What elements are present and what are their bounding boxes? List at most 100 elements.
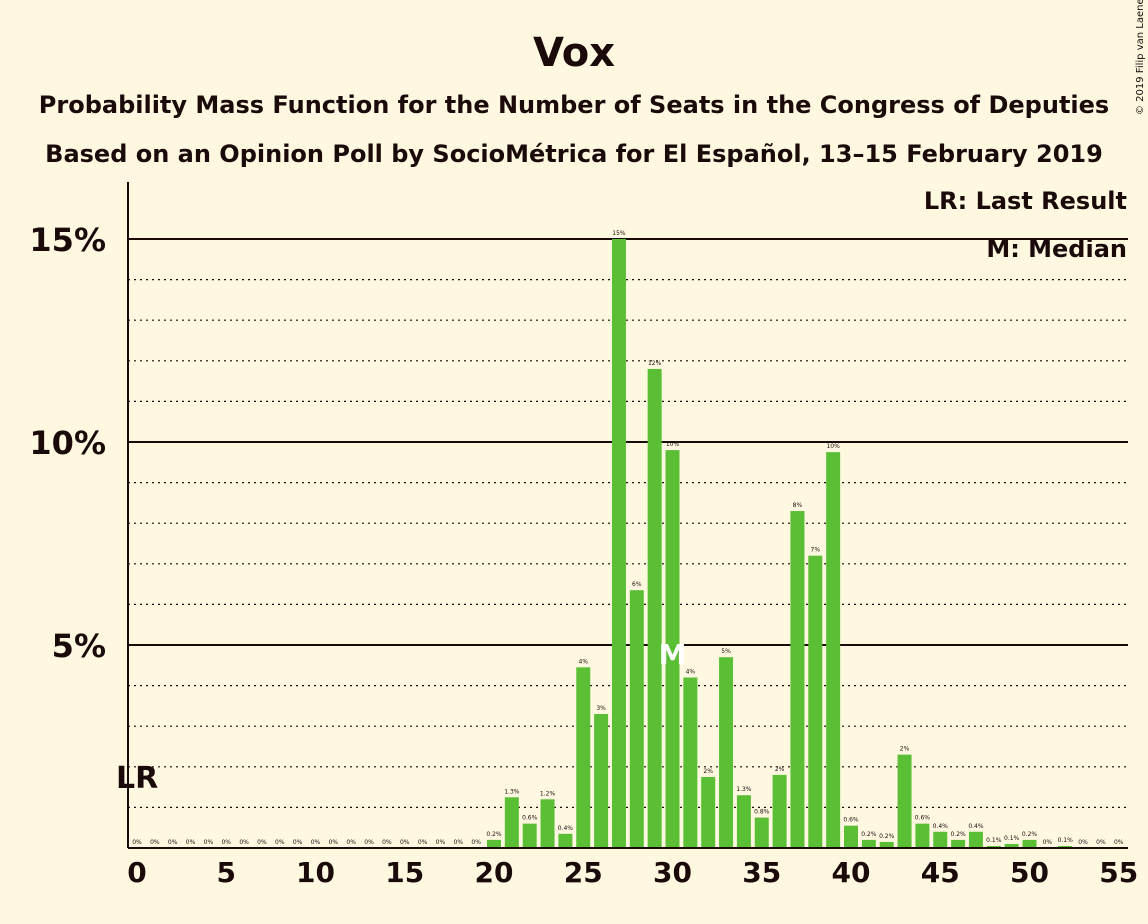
bar-value-label: 0.2% xyxy=(861,831,877,838)
y-tick-label: 5% xyxy=(52,627,106,665)
bar-value-label: 1.3% xyxy=(504,788,520,795)
bar xyxy=(772,774,787,848)
bar-value-label: 0% xyxy=(239,839,249,846)
bar xyxy=(540,799,555,848)
bar xyxy=(504,797,519,848)
bar-value-label: 0% xyxy=(346,839,356,846)
bar-value-label: 0% xyxy=(221,839,231,846)
x-tick-label: 35 xyxy=(742,856,781,889)
x-tick-label: 50 xyxy=(1010,856,1049,889)
bar-value-label: 0.2% xyxy=(950,831,966,838)
bar-value-label: 15% xyxy=(612,230,626,237)
bar xyxy=(665,450,680,848)
bar xyxy=(594,714,609,848)
bar xyxy=(790,511,805,848)
bar-value-label: 0.8% xyxy=(754,809,770,816)
x-tick-label: 40 xyxy=(832,856,871,889)
bar-value-label: 2% xyxy=(900,746,910,753)
bar-value-label: 0.6% xyxy=(915,815,931,822)
bar xyxy=(701,776,716,848)
bar-value-label: 0% xyxy=(1096,839,1106,846)
bar-value-label: 0% xyxy=(364,839,374,846)
bar-value-label: 0% xyxy=(311,839,321,846)
bar-value-label: 0% xyxy=(257,839,267,846)
bar xyxy=(1022,839,1037,848)
bar-value-labels: 0% 0% 0% 0% 0% 0% 0% 0% 0% 0% 0% 0% 0% 0% 0% 0% 0% 0% 0% 0%… xyxy=(132,230,1124,846)
x-tick-label: 0 xyxy=(127,856,146,889)
bar xyxy=(629,590,644,848)
bar xyxy=(522,823,537,848)
bar-value-label: 0.2% xyxy=(1022,831,1038,838)
bars xyxy=(487,239,1073,848)
bar-value-label: 4% xyxy=(686,668,696,675)
bar xyxy=(647,368,662,848)
bar-value-label: 0.4% xyxy=(558,825,574,832)
bar-value-label: 0.2% xyxy=(879,833,895,840)
x-tick-label: 10 xyxy=(296,856,335,889)
bar xyxy=(576,667,591,848)
bar-value-label: 0% xyxy=(1078,839,1088,846)
bar-value-label: 0.4% xyxy=(933,823,949,830)
bar-value-label: 5% xyxy=(721,648,731,655)
bar-value-label: 10% xyxy=(826,443,840,450)
median-marker: M xyxy=(659,638,687,671)
x-tick-label: 55 xyxy=(1099,856,1138,889)
chart-subtitle: Probability Mass Function for the Number… xyxy=(39,91,1109,119)
bar xyxy=(1004,843,1019,848)
bar-value-label: 0% xyxy=(150,839,160,846)
bar-value-label: 0% xyxy=(132,839,142,846)
bar-value-label: 0% xyxy=(204,839,214,846)
bar xyxy=(879,841,894,848)
bar-value-label: 0.1% xyxy=(986,837,1002,844)
bar-value-label: 0.6% xyxy=(522,815,538,822)
bar-value-label: 0% xyxy=(1114,839,1124,846)
bar xyxy=(719,657,734,848)
bar xyxy=(1058,845,1073,848)
chart-title: Vox xyxy=(533,30,615,76)
bar-value-label: 0.1% xyxy=(1004,835,1020,842)
bar-value-label: 8% xyxy=(793,502,803,509)
last-result-marker: LR xyxy=(116,761,158,796)
bar-value-label: 0% xyxy=(329,839,339,846)
bar xyxy=(933,831,948,848)
y-axis-ticks: 5% 10% 15% xyxy=(29,221,106,665)
bar xyxy=(683,677,698,848)
copyright-notice: © 2019 Filip van Laenen xyxy=(1135,0,1146,115)
bar-value-label: 1.2% xyxy=(540,790,556,797)
bar-value-label: 0% xyxy=(186,839,196,846)
bar-value-label: 10% xyxy=(666,441,680,448)
bar-value-label: 7% xyxy=(811,547,821,554)
bar xyxy=(754,817,769,848)
bar xyxy=(915,823,930,848)
bar-value-label: 0.6% xyxy=(843,817,859,824)
bar xyxy=(861,839,876,848)
y-tick-label: 15% xyxy=(29,221,106,259)
bar xyxy=(558,833,573,848)
bar-value-label: 4% xyxy=(578,658,588,665)
bar-value-label: 0.2% xyxy=(486,831,502,838)
bar-value-label: 0% xyxy=(436,839,446,846)
bar xyxy=(808,555,823,848)
bar xyxy=(487,839,501,848)
bar xyxy=(611,239,626,848)
bar-value-label: 0.4% xyxy=(968,823,984,830)
bar-value-label: 0% xyxy=(471,839,481,846)
bar xyxy=(951,839,966,848)
x-tick-label: 45 xyxy=(921,856,960,889)
legend-median: M: Median xyxy=(986,235,1127,263)
x-tick-label: 25 xyxy=(564,856,603,889)
bar-value-label: 0% xyxy=(293,839,303,846)
bar xyxy=(736,795,751,848)
bar-value-label: 12% xyxy=(648,360,662,367)
bar-value-label: 0% xyxy=(275,839,285,846)
x-tick-label: 5 xyxy=(217,856,236,889)
bar xyxy=(844,825,858,848)
bar-value-label: 2% xyxy=(703,768,713,775)
bar xyxy=(826,452,841,848)
chart-subtitle-source: Based on an Opinion Poll by SocioMétrica… xyxy=(45,140,1103,168)
bar-value-label: 2% xyxy=(775,766,785,773)
x-tick-label: 15 xyxy=(385,856,424,889)
bar-value-label: 0% xyxy=(1043,839,1053,846)
bar-value-label: 0% xyxy=(168,839,178,846)
